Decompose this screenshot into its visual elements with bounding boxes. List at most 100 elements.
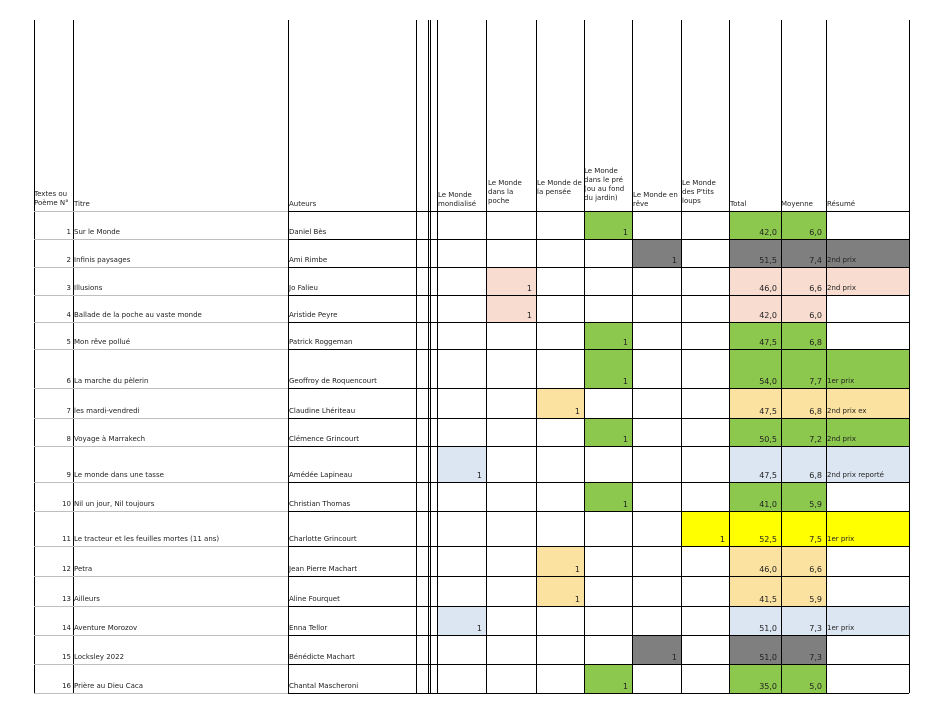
resume-text: 2nd prix [827, 256, 856, 264]
header-resume: Résumé [827, 200, 856, 208]
table-row: 1 47,5 6,8 5 Mon rêve pollué Patrick Roggeman [0, 323, 950, 349]
table-row: 1 41,0 5,9 10 Nil un jour, Nil toujours Chris… [0, 483, 950, 511]
grid-vline [437, 20, 438, 693]
resume-cell [826, 665, 909, 693]
moyenne-value: 6,6 [809, 284, 822, 293]
grid-hline [34, 322, 288, 323]
title-cell: Mon rêve pollué [73, 323, 288, 349]
total-value: 46,0 [759, 284, 777, 293]
title-cell: Le tracteur et les feuilles mortes (11 a… [73, 512, 288, 546]
score-cell-mondialise: 1 [437, 607, 486, 635]
moyenne-value: 7,7 [809, 377, 822, 386]
table-row: 1 51,5 7,4 2nd prix 2 Infinis paysages Ami Rim… [0, 240, 950, 267]
row-number-cell: 16 [34, 665, 73, 693]
grid-hline [288, 418, 909, 419]
moyenne-value: 6,0 [809, 311, 822, 320]
author-cell: Amédée Lapineau [288, 447, 416, 482]
title-text: Mon rêve pollué [74, 338, 131, 346]
author-text: Ami Rimbe [289, 256, 328, 264]
resume-text: 2nd prix reporté [827, 471, 884, 479]
title-text: les mardi-vendredi [74, 407, 140, 415]
row-number-cell: 2 [34, 240, 73, 267]
author-cell: Claudine Lhériteau [288, 389, 416, 418]
moyenne-value: 7,3 [809, 624, 822, 633]
moyenne-value: 6,0 [809, 228, 822, 237]
grid-vline [73, 20, 74, 693]
grid-hline [34, 664, 288, 665]
moyenne-cell: 6,8 [781, 447, 826, 482]
table-row: 1 50,5 7,2 2nd prix 8 Voyage à Marrakech Cléme… [0, 419, 950, 446]
author-cell: Aristide Peyre [288, 296, 416, 322]
row-number: 2 [66, 256, 71, 264]
grid-vline [826, 20, 827, 693]
author-text: Chantal Mascheroni [289, 682, 359, 690]
total-cell: 41,0 [729, 483, 781, 511]
score-value: 1 [622, 500, 628, 509]
grid-vline [288, 20, 289, 693]
total-value: 42,0 [759, 311, 777, 320]
resume-cell [826, 296, 909, 322]
moyenne-cell: 7,3 [781, 607, 826, 635]
score-cell-pre: 1 [584, 323, 632, 349]
total-cell: 46,0 [729, 547, 781, 576]
title-text: Petra [74, 565, 93, 573]
total-cell: 51,0 [729, 607, 781, 635]
resume-cell: 1er prix [826, 607, 909, 635]
score-value: 1 [574, 595, 580, 604]
grid-vline [536, 20, 537, 693]
header-pensee: Le Monde de la pensée [537, 179, 582, 196]
score-value: 1 [671, 653, 677, 662]
grid-vline [729, 20, 730, 693]
resume-cell [826, 323, 909, 349]
header-num: Textes ou Poème N° [34, 190, 69, 207]
row-number: 12 [62, 565, 71, 573]
moyenne-cell: 6,8 [781, 389, 826, 418]
title-text: Le tracteur et les feuilles mortes (11 a… [74, 535, 220, 543]
grid-hline [34, 388, 288, 389]
score-cell-pre: 1 [584, 665, 632, 693]
table-row: 1 47,5 6,8 2nd prix ex 7 les mardi-vendredi Cl… [0, 389, 950, 418]
resume-text: 2nd prix [827, 284, 856, 292]
grid-hline [34, 446, 288, 447]
total-value: 52,5 [759, 535, 777, 544]
author-text: Clémence Grincourt [289, 435, 359, 443]
moyenne-value: 6,8 [809, 471, 822, 480]
header-total: Total [730, 200, 747, 208]
resume-cell: 2nd prix [826, 240, 909, 267]
total-cell: 54,0 [729, 350, 781, 388]
moyenne-cell: 5,9 [781, 483, 826, 511]
score-value: 1 [622, 228, 628, 237]
grid-vline [34, 20, 35, 693]
grid-vline [632, 20, 633, 693]
grid-vline [428, 20, 429, 693]
title-cell: les mardi-vendredi [73, 389, 288, 418]
author-text: Bénédicte Machart [289, 653, 355, 661]
table-row: 1 52,5 7,5 1er prix 11 Le tracteur et les feu… [0, 512, 950, 546]
moyenne-cell: 7,3 [781, 636, 826, 664]
grid-hline [34, 267, 288, 268]
resume-cell [826, 577, 909, 606]
grid-hline [34, 693, 288, 694]
title-text: Infinis paysages [74, 256, 131, 264]
grid-hline [288, 546, 909, 547]
grid-hline [288, 606, 909, 607]
author-cell: Charlotte Grincourt [288, 512, 416, 546]
author-cell: Daniel Bès [288, 212, 416, 239]
resume-text: 1er prix [827, 624, 855, 632]
author-text: Amédée Lapineau [289, 471, 353, 479]
moyenne-cell: 6,0 [781, 212, 826, 239]
table-row: 1 42,0 6,0 1 Sur le Monde Daniel Bès [0, 212, 950, 239]
title-text: Ailleurs [74, 595, 100, 603]
moyenne-value: 7,2 [809, 435, 822, 444]
score-cell-pensee: 1 [536, 577, 584, 606]
grid-hline [288, 482, 909, 483]
table-row: 1 41,5 5,9 13 Ailleurs Aline Fourquet [0, 577, 950, 606]
total-cell: 47,5 [729, 447, 781, 482]
total-cell: 51,0 [729, 636, 781, 664]
author-cell: Aline Fourquet [288, 577, 416, 606]
score-cell-pre: 1 [584, 212, 632, 239]
grid-vline [584, 20, 585, 693]
row-number: 8 [66, 435, 71, 443]
author-text: Daniel Bès [289, 228, 327, 236]
title-cell: Ballade de la poche au vaste monde [73, 296, 288, 322]
